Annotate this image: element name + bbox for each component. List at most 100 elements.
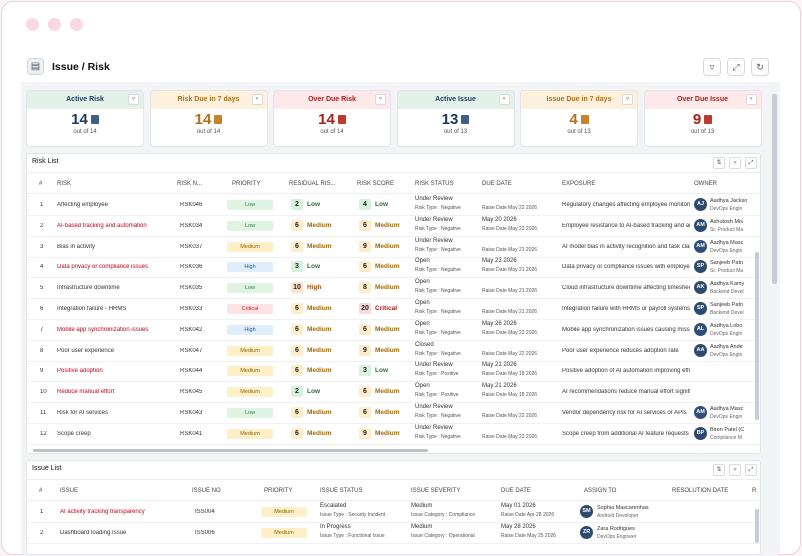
- card-count: 13: [441, 111, 459, 128]
- risk-row[interactable]: 4 Data privacy or compliance issues RSK036…: [27, 257, 760, 279]
- expand-button[interactable]: ⤢: [727, 58, 745, 76]
- risk-row[interactable]: 7 Mobile app synchronization issues RSK042…: [27, 320, 760, 341]
- issue-column-header[interactable]: ISSUE: [60, 488, 79, 494]
- risk-number: RSK047: [180, 347, 203, 354]
- risk-name[interactable]: AI-based tracking and automation: [57, 222, 147, 229]
- risk-name[interactable]: Positive adoption: [57, 368, 103, 375]
- risk-name[interactable]: Mobile app synchronization issues: [57, 326, 149, 333]
- sort-icon[interactable]: ⇅: [713, 464, 725, 476]
- risk-row[interactable]: 6 Integration failure - HRMS RSK033 Critica…: [27, 299, 760, 320]
- summary-card[interactable]: Issue Due in 7 days ▿ 4 out of 13: [520, 90, 638, 147]
- risk-column-header[interactable]: DUE DATE: [482, 181, 512, 187]
- issue-name[interactable]: Dashboard loading Issue: [60, 529, 127, 536]
- issue-list-title: Issue List: [32, 465, 62, 472]
- risk-horizontal-scrollbar[interactable]: [33, 449, 428, 452]
- risk-row[interactable]: 11 Risk for AI services RSK043 Low 6 Medium 6 M…: [27, 403, 760, 424]
- issue-column-header[interactable]: ISSUE STATUS: [320, 488, 363, 494]
- risk-name[interactable]: Reduce manual effort: [57, 389, 115, 396]
- avatar[interactable]: AM: [694, 406, 707, 419]
- issue-column-header[interactable]: #: [39, 488, 43, 494]
- page-scrollbar[interactable]: [772, 94, 777, 284]
- avatar[interactable]: SP: [694, 302, 707, 315]
- risk-column-header[interactable]: RISK: [57, 181, 72, 187]
- avatar[interactable]: SP: [694, 260, 707, 274]
- filter-icon[interactable]: ▿: [745, 94, 757, 105]
- summary-card[interactable]: Over Due Risk ▿ 14 out of 14: [273, 90, 391, 147]
- risk-column-header[interactable]: RISK N...: [177, 181, 203, 187]
- risk-score: 9: [359, 240, 371, 252]
- issue-number: ISS006: [195, 529, 215, 536]
- risk-name[interactable]: Scope creep: [57, 430, 91, 437]
- avatar[interactable]: AJ: [694, 198, 707, 211]
- issue-column-header[interactable]: DUE DATE: [501, 488, 531, 494]
- issue-column-header[interactable]: ISSUE SEVERITY: [411, 488, 461, 494]
- avatar[interactable]: BP: [694, 426, 707, 440]
- risk-row[interactable]: 8 Poor user experience RSK047 Medium 6 Medium…: [27, 341, 760, 362]
- expand-icon[interactable]: ⤢: [745, 464, 757, 476]
- avatar[interactable]: AM: [694, 239, 707, 253]
- risk-name[interactable]: Risk for AI services: [57, 410, 109, 416]
- refresh-button[interactable]: ↻: [751, 58, 769, 76]
- summary-card[interactable]: Over Due Issue ▿ 9 out of 13: [643, 90, 762, 147]
- risk-type-value: Negative: [441, 246, 461, 253]
- risk-row[interactable]: 10 Reduce manual effort RSK045 Medium 2 Low 6 M…: [27, 382, 760, 404]
- issue-column-header[interactable]: ASSIGN TO: [584, 488, 617, 494]
- risk-name[interactable]: Affecting employee: [57, 202, 108, 208]
- filter-button[interactable]: ▿: [703, 58, 721, 76]
- filter-icon[interactable]: ▿: [729, 464, 741, 476]
- issue-column-header[interactable]: R: [752, 488, 757, 494]
- risk-name[interactable]: Infrastructure downtime: [57, 285, 120, 292]
- risk-column-header[interactable]: OWNER: [694, 181, 717, 187]
- issue-severity: Medium: [411, 523, 433, 530]
- avatar[interactable]: AL: [694, 322, 707, 336]
- risk-row[interactable]: 12 Scope creep RSK041 Medium 6 Medium 9 Medium U…: [27, 424, 760, 445]
- risk-column-header[interactable]: RISK STATUS: [415, 181, 454, 187]
- residual-label: Medium: [307, 409, 332, 416]
- risk-name[interactable]: Data privacy or compliance issues: [57, 264, 149, 271]
- risk-name[interactable]: Integration failure - HRMS: [57, 306, 127, 312]
- filter-icon[interactable]: ▿: [729, 157, 741, 169]
- risk-column-header[interactable]: #: [39, 181, 43, 187]
- risk-row[interactable]: 9 Positive adoption RSK044 Medium 6 Medium 3 Lo…: [27, 361, 760, 383]
- expand-icon[interactable]: ⤢: [745, 157, 757, 169]
- summary-card[interactable]: Active Risk ▿ 14 out of 14: [26, 90, 144, 147]
- risk-name[interactable]: Bias in activity: [57, 243, 96, 250]
- filter-icon[interactable]: ▿: [251, 94, 263, 105]
- risk-scrollbar[interactable]: [755, 252, 759, 420]
- risk-row[interactable]: 5 Infrastructure downtime RSK035 Low 10 High 8…: [27, 278, 760, 300]
- avatar[interactable]: AM: [694, 218, 707, 232]
- window-dot[interactable]: [26, 18, 39, 31]
- avatar[interactable]: ZR: [580, 525, 593, 539]
- risk-name[interactable]: Poor user experience: [57, 347, 115, 354]
- risk-row[interactable]: 2 AI-based tracking and automation RSK034 L…: [27, 216, 760, 237]
- avatar[interactable]: AA: [694, 343, 707, 357]
- issue-column-header[interactable]: RESOLUTION DATE: [672, 488, 729, 494]
- risk-row[interactable]: 3 Bias in activity RSK037 Medium 6 Medium 9 Med…: [27, 237, 760, 258]
- summary-card[interactable]: Risk Due in 7 days ▿ 14 out of 14: [149, 90, 268, 147]
- issue-name[interactable]: AI activity tracking transparency: [60, 509, 145, 515]
- risk-row[interactable]: 1 Affecting employee RSK046 Low 2 Low 4 Low Unde…: [27, 195, 760, 216]
- risk-status: Under Review: [415, 404, 453, 410]
- issue-column-header[interactable]: ISSUE NO: [192, 488, 221, 494]
- risk-column-header[interactable]: RESIDUAL RIS...: [289, 181, 336, 187]
- sort-icon[interactable]: ⇅: [713, 157, 725, 169]
- avatar[interactable]: SM: [580, 505, 593, 518]
- risk-type-value: Negative: [441, 309, 461, 315]
- window-dot[interactable]: [70, 18, 83, 31]
- issue-scrollbar[interactable]: [755, 509, 759, 543]
- issue-column-header[interactable]: PRIORITY: [264, 488, 293, 494]
- filter-icon[interactable]: ▿: [375, 94, 386, 105]
- filter-icon[interactable]: ▿: [498, 94, 510, 105]
- window-dot[interactable]: [48, 18, 61, 31]
- card-title: Risk Due in 7 days: [150, 91, 267, 109]
- issue-row[interactable]: 1 AI activity tracking transparency ISS004…: [27, 502, 760, 523]
- issue-severity: Medium: [411, 503, 433, 509]
- risk-column-header[interactable]: EXPOSURE: [562, 181, 596, 187]
- filter-icon[interactable]: ▿: [622, 94, 633, 105]
- issue-row[interactable]: 2 Dashboard loading Issue ISS006 Medium In P…: [27, 523, 760, 544]
- risk-column-header[interactable]: PRIORITY: [232, 181, 261, 187]
- filter-icon[interactable]: ▿: [128, 94, 139, 105]
- avatar[interactable]: AK: [694, 281, 707, 295]
- summary-card[interactable]: Active Issue ▿ 13 out of 13: [396, 90, 515, 147]
- risk-column-header[interactable]: RISK SCORE: [357, 181, 395, 187]
